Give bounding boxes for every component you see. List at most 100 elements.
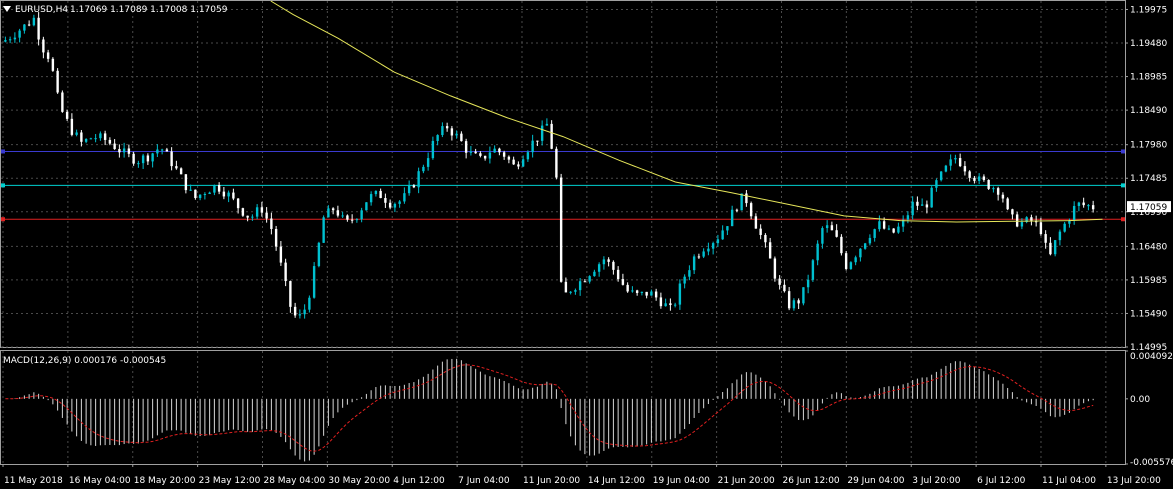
- bull-candle: [360, 210, 363, 220]
- level-handle[interactable]: [1, 183, 5, 188]
- level-handle[interactable]: [1121, 217, 1125, 222]
- horizontal-levels: [1, 149, 1125, 222]
- bull-candle: [94, 138, 97, 140]
- bull-candle: [398, 201, 401, 204]
- bull-candle: [407, 185, 411, 194]
- bear-candle: [749, 203, 753, 217]
- bear-candle: [445, 126, 449, 129]
- bear-candle: [773, 258, 777, 279]
- bear-candle: [1001, 194, 1005, 199]
- time-tick-label: 7 Jun 04:00: [458, 476, 510, 486]
- bear-candle: [80, 132, 83, 142]
- bear-candle: [616, 269, 620, 280]
- bull-candle: [89, 138, 93, 140]
- bear-candle: [56, 70, 59, 93]
- macd-label: MACD(12,26,9) 0.000176 -0.000545: [3, 356, 166, 366]
- bull-candle: [365, 202, 368, 211]
- bear-candle: [645, 291, 648, 296]
- bear-candle: [1030, 217, 1033, 221]
- bull-candle: [1020, 222, 1024, 227]
- bear-candle: [65, 111, 69, 119]
- bear-candle: [1082, 202, 1085, 206]
- bear-candle: [42, 39, 45, 53]
- bull-candle: [99, 133, 102, 139]
- bull-candle: [730, 209, 734, 227]
- bull-candle: [137, 163, 140, 165]
- bull-candle: [303, 309, 306, 315]
- bear-candle: [583, 281, 587, 283]
- bear-candle: [113, 143, 116, 150]
- level-handle[interactable]: [1121, 149, 1125, 154]
- price-axis: 1.19975 1.19480 1.18985 1.18490 1.17980 1.174…: [1125, 5, 1167, 353]
- symbol-label: EURUSD,H4: [15, 5, 68, 15]
- bull-candle: [930, 187, 933, 208]
- level-handle[interactable]: [1121, 183, 1125, 188]
- price-tick-label: 1.16480: [1130, 242, 1167, 252]
- bear-candle: [996, 188, 1000, 195]
- level-handle[interactable]: [1, 149, 5, 154]
- bear-candle: [412, 185, 416, 188]
- macd-panel-frame: [0, 350, 1126, 465]
- bull-candle: [341, 215, 344, 217]
- bear-candle: [555, 148, 558, 178]
- price-tick-label: 1.17485: [1130, 174, 1167, 184]
- bull-candle: [873, 229, 876, 238]
- bull-candle: [578, 281, 582, 291]
- bull-candle: [189, 189, 192, 191]
- bull-candle: [322, 217, 325, 243]
- bull-candle: [702, 251, 705, 257]
- bear-candle: [450, 128, 454, 136]
- bear-candle: [840, 236, 843, 254]
- bear-candle: [483, 155, 487, 159]
- bear-candle: [844, 253, 848, 269]
- bear-candle: [27, 24, 31, 26]
- bull-candle: [198, 194, 202, 199]
- grid-lines: [1, 1, 1125, 464]
- bear-candle: [916, 201, 919, 206]
- bear-candle: [697, 256, 701, 258]
- bear-candle: [498, 148, 501, 153]
- bull-candle: [597, 264, 601, 272]
- bull-candle: [151, 153, 154, 162]
- bear-candle: [265, 212, 268, 219]
- collapse-arrow-icon[interactable]: [3, 6, 11, 12]
- bull-candle: [141, 155, 145, 164]
- bear-candle: [925, 204, 929, 208]
- bear-candle: [517, 164, 520, 167]
- bull-candle: [944, 165, 948, 172]
- bear-candle: [973, 177, 976, 181]
- bear-candle: [474, 151, 477, 154]
- bull-candle: [678, 283, 682, 305]
- bear-candle: [331, 208, 335, 211]
- bear-candle: [963, 166, 967, 172]
- bull-candle: [4, 40, 7, 42]
- bull-candle: [806, 279, 810, 288]
- bull-candle: [977, 176, 981, 181]
- bear-candle: [232, 192, 235, 199]
- time-tick-label: 6 Jul 12:00: [977, 476, 1026, 486]
- bull-candle: [160, 149, 164, 151]
- bull-candle: [740, 193, 743, 211]
- bear-candle: [61, 92, 64, 112]
- bear-candle: [502, 152, 506, 157]
- time-tick-label: 30 May 20:00: [328, 476, 390, 486]
- bear-candle: [745, 193, 748, 204]
- bear-candle: [179, 168, 183, 175]
- bear-candle: [958, 158, 962, 167]
- bull-candle: [317, 242, 321, 267]
- bear-candle: [175, 166, 178, 169]
- bear-candle: [621, 279, 625, 285]
- bear-candle: [830, 225, 834, 231]
- bull-candle: [521, 159, 525, 167]
- bear-candle: [659, 297, 663, 307]
- time-tick-label: 23 May 12:00: [199, 476, 261, 486]
- bull-candle: [426, 158, 430, 167]
- time-tick-label: 29 Jun 04:00: [847, 476, 904, 486]
- bull-candle: [545, 123, 549, 126]
- bear-candle: [512, 159, 515, 165]
- level-handle[interactable]: [1, 217, 5, 222]
- bull-candle: [802, 287, 805, 304]
- time-tick-label: 21 Jun 20:00: [718, 476, 775, 486]
- macd-tick-label: 0.00: [1130, 395, 1150, 405]
